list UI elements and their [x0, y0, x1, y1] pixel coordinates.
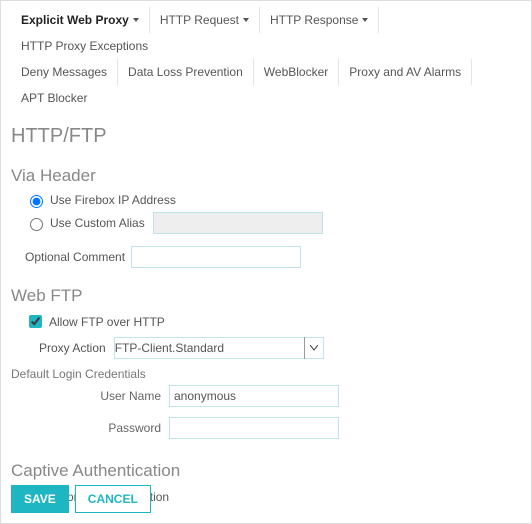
tab-http-proxy-exceptions[interactable]: HTTP Proxy Exceptions — [11, 33, 158, 59]
default-creds-label: Default Login Credentials — [11, 367, 521, 381]
optional-comment-label: Optional Comment — [25, 250, 125, 264]
section-captive-auth: Captive Authentication — [11, 461, 521, 481]
cancel-button[interactable]: CANCEL — [75, 485, 151, 513]
via-header-option-firebox[interactable]: Use Firebox IP Address — [25, 192, 521, 208]
radio-firebox-ip[interactable] — [30, 195, 43, 208]
tabs-row-2: Deny Messages Data Loss Prevention WebBl… — [11, 59, 521, 111]
checkbox-allow-ftp[interactable] — [29, 315, 42, 328]
optional-comment-row: Optional Comment — [25, 246, 521, 268]
page-title: HTTP/FTP — [11, 125, 521, 148]
tabs-row-1: Explicit Web Proxy HTTP Request HTTP Res… — [11, 7, 521, 59]
save-button[interactable]: SAVE — [11, 485, 69, 513]
password-input[interactable] — [169, 417, 339, 439]
chevron-down-icon — [362, 18, 368, 22]
checkbox-allow-ftp-label: Allow FTP over HTTP — [49, 315, 165, 329]
proxy-action-row: Proxy Action FTP-Client.Standard — [39, 337, 521, 359]
chevron-down-icon — [243, 18, 249, 22]
allow-ftp-row[interactable]: Allow FTP over HTTP — [25, 312, 521, 331]
optional-comment-input[interactable] — [131, 246, 301, 268]
tab-label: Data Loss Prevention — [128, 65, 243, 79]
tab-label: APT Blocker — [21, 91, 87, 105]
proxy-action-select[interactable]: FTP-Client.Standard — [114, 337, 324, 359]
radio-firebox-ip-label: Use Firebox IP Address — [50, 193, 176, 207]
username-row: User Name — [39, 385, 521, 407]
tab-label: Deny Messages — [21, 65, 107, 79]
section-web-ftp: Web FTP — [11, 286, 521, 306]
password-row: Password — [39, 417, 521, 439]
username-input[interactable] — [169, 385, 339, 407]
tab-proxy-av-alarms[interactable]: Proxy and AV Alarms — [339, 59, 472, 85]
proxy-action-select-wrap[interactable]: FTP-Client.Standard — [114, 337, 324, 359]
tab-webblocker[interactable]: WebBlocker — [254, 59, 339, 85]
password-label: Password — [39, 421, 169, 435]
custom-alias-input[interactable] — [153, 212, 323, 234]
tab-deny-messages[interactable]: Deny Messages — [11, 59, 118, 85]
tab-data-loss-prevention[interactable]: Data Loss Prevention — [118, 59, 254, 85]
tab-label: HTTP Request — [160, 13, 239, 27]
tab-apt-blocker[interactable]: APT Blocker — [11, 85, 97, 111]
username-label: User Name — [39, 389, 169, 403]
radio-custom-alias[interactable] — [30, 218, 43, 231]
tab-explicit-web-proxy[interactable]: Explicit Web Proxy — [11, 7, 150, 33]
section-via-header: Via Header — [11, 166, 521, 186]
tab-label: Explicit Web Proxy — [21, 13, 129, 27]
tab-http-request[interactable]: HTTP Request — [150, 7, 260, 33]
tab-label: HTTP Response — [270, 13, 358, 27]
radio-custom-alias-label: Use Custom Alias — [50, 216, 145, 230]
tab-label: HTTP Proxy Exceptions — [21, 39, 148, 53]
chevron-down-icon — [133, 18, 139, 22]
tab-label: WebBlocker — [264, 65, 328, 79]
button-bar: SAVE CANCEL — [11, 485, 151, 513]
tab-http-response[interactable]: HTTP Response — [260, 7, 379, 33]
tab-label: Proxy and AV Alarms — [349, 65, 461, 79]
via-header-option-custom[interactable]: Use Custom Alias — [25, 212, 521, 234]
proxy-action-label: Proxy Action — [39, 341, 106, 355]
